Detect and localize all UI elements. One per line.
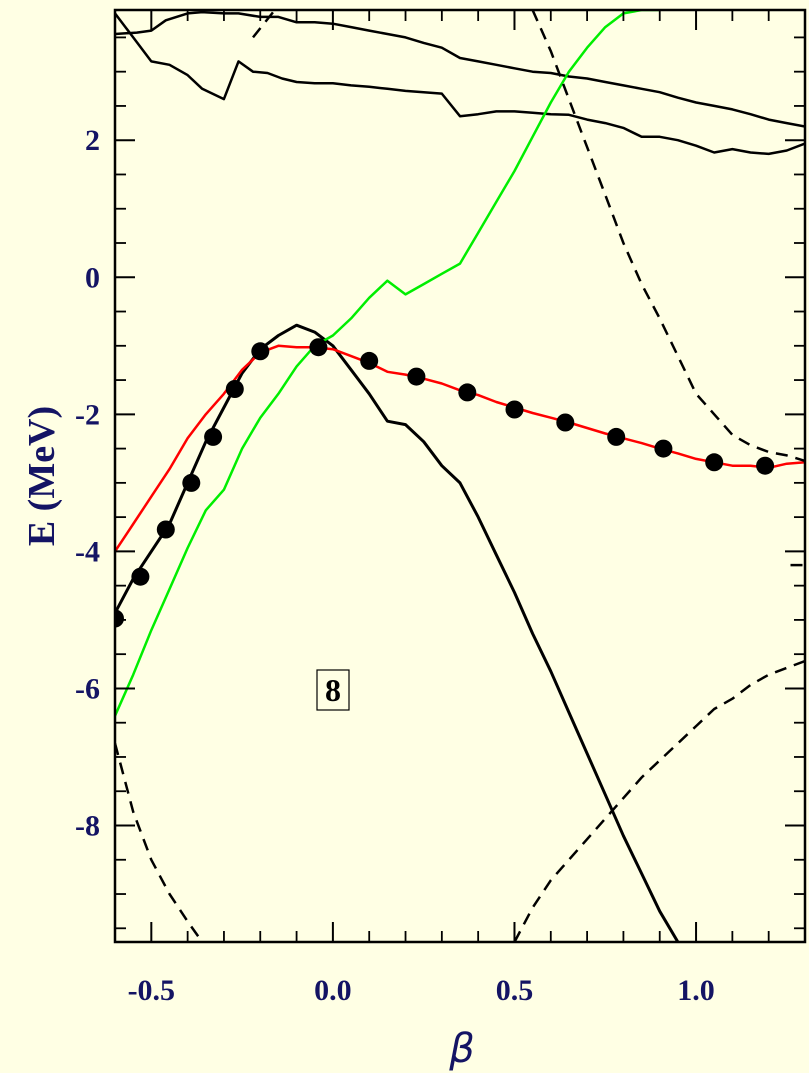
- data-point: [407, 367, 426, 386]
- dashed-curve: [531, 10, 805, 463]
- dashed-curve: [252, 10, 276, 39]
- data-point: [654, 439, 673, 458]
- y-axis-title: E (MeV): [21, 406, 63, 546]
- data-point: [182, 473, 201, 492]
- data-point: [756, 456, 775, 475]
- data-point: [156, 520, 175, 539]
- data-point: [131, 567, 150, 586]
- points-layer: [115, 338, 775, 628]
- data-point: [115, 609, 124, 628]
- y-tick-label: -2: [75, 398, 100, 431]
- x-tick-label: -0.5: [128, 974, 176, 1007]
- y-tick-label: -8: [75, 810, 100, 843]
- y-tick-labels: -8 -6 -4 -2 0 2: [75, 124, 100, 842]
- data-point: [556, 413, 575, 432]
- y-tick-label: 2: [85, 124, 100, 157]
- data-point: [705, 453, 724, 472]
- panel-label: 8: [325, 672, 341, 708]
- data-point: [458, 383, 477, 402]
- x-tick-labels: -0.5 0.0 0.5 1.0: [128, 974, 715, 1007]
- dashed-curve: [115, 742, 204, 942]
- y-tick-label: -6: [75, 672, 100, 705]
- data-point: [204, 427, 223, 446]
- ticks-layer: [114, 10, 806, 942]
- y-tick-label: -4: [75, 535, 100, 568]
- data-point: [309, 338, 328, 357]
- data-point: [251, 342, 270, 361]
- data-point: [607, 427, 626, 446]
- x-tick-label: 1.0: [677, 974, 715, 1007]
- series-line: [115, 10, 660, 717]
- series-line: [115, 10, 805, 128]
- dashed-curve: [513, 659, 805, 942]
- x-tick-label: 0.5: [496, 974, 534, 1007]
- y-tick-label: 0: [85, 261, 100, 294]
- x-axis-title: β: [448, 1026, 475, 1072]
- data-point: [360, 351, 379, 370]
- x-tick-label: 0.0: [314, 974, 352, 1007]
- series-line: [115, 12, 805, 156]
- data-point: [505, 400, 524, 419]
- panel-label-box: 8: [316, 669, 350, 711]
- plot-frame: [113, 8, 807, 944]
- data-point: [225, 380, 244, 398]
